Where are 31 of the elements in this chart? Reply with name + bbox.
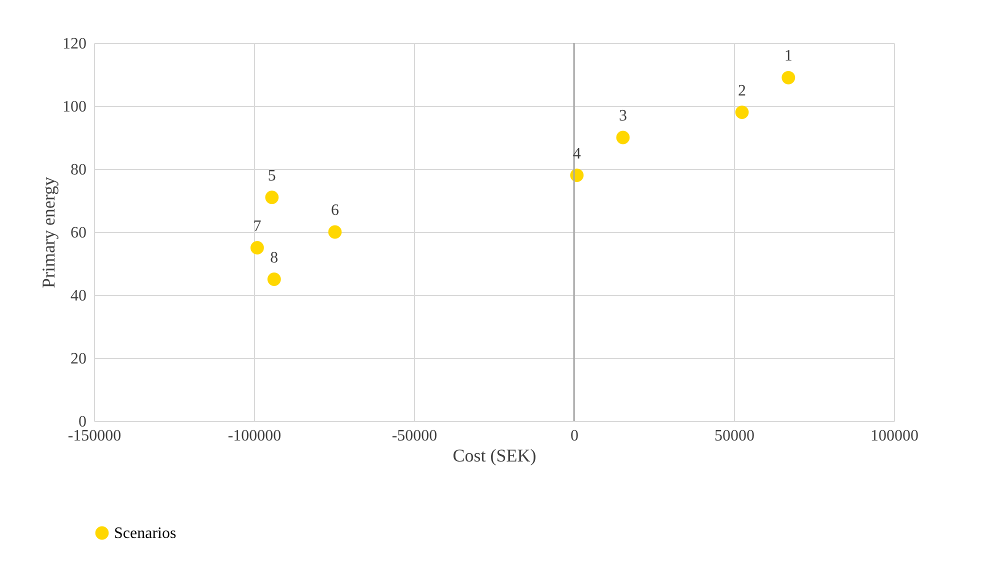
legend-label: Scenarios bbox=[114, 525, 176, 542]
annotation: 4 bbox=[572, 145, 581, 162]
x-tick-label: 100000 bbox=[870, 428, 918, 444]
y-axis-title: Primary energy bbox=[38, 176, 58, 288]
annotation: 3 bbox=[618, 108, 627, 124]
y-tick-label: 40 bbox=[70, 288, 86, 304]
point bbox=[616, 130, 630, 144]
point bbox=[265, 190, 279, 204]
annotation: 6 bbox=[330, 202, 339, 219]
annotation: 2 bbox=[738, 82, 746, 100]
x-tick-label: 0 bbox=[570, 428, 578, 444]
y-tick-label: 0 bbox=[78, 414, 86, 430]
annotation: 8 bbox=[270, 249, 278, 266]
x-tick-label: -150000 bbox=[68, 428, 122, 444]
x-axis-title: Cost (SEK) bbox=[452, 446, 536, 466]
point bbox=[735, 106, 749, 119]
annotation: 1 bbox=[784, 48, 792, 65]
y-tick-label: 20 bbox=[70, 350, 86, 368]
y-tick-label: 60 bbox=[70, 224, 86, 242]
x-tick-label: -100000 bbox=[228, 428, 282, 444]
point bbox=[250, 241, 264, 254]
annotation: 5 bbox=[268, 167, 276, 184]
y-tick-label: 100 bbox=[62, 98, 86, 116]
x-tick-label: 50000 bbox=[714, 428, 754, 444]
point bbox=[328, 225, 342, 239]
annotation: 7 bbox=[253, 218, 262, 235]
point bbox=[782, 70, 796, 84]
y-tick-label: 80 bbox=[70, 162, 86, 178]
x-tick-label: -50000 bbox=[392, 428, 438, 444]
point bbox=[267, 272, 281, 286]
y-tick-label: 120 bbox=[62, 36, 86, 52]
